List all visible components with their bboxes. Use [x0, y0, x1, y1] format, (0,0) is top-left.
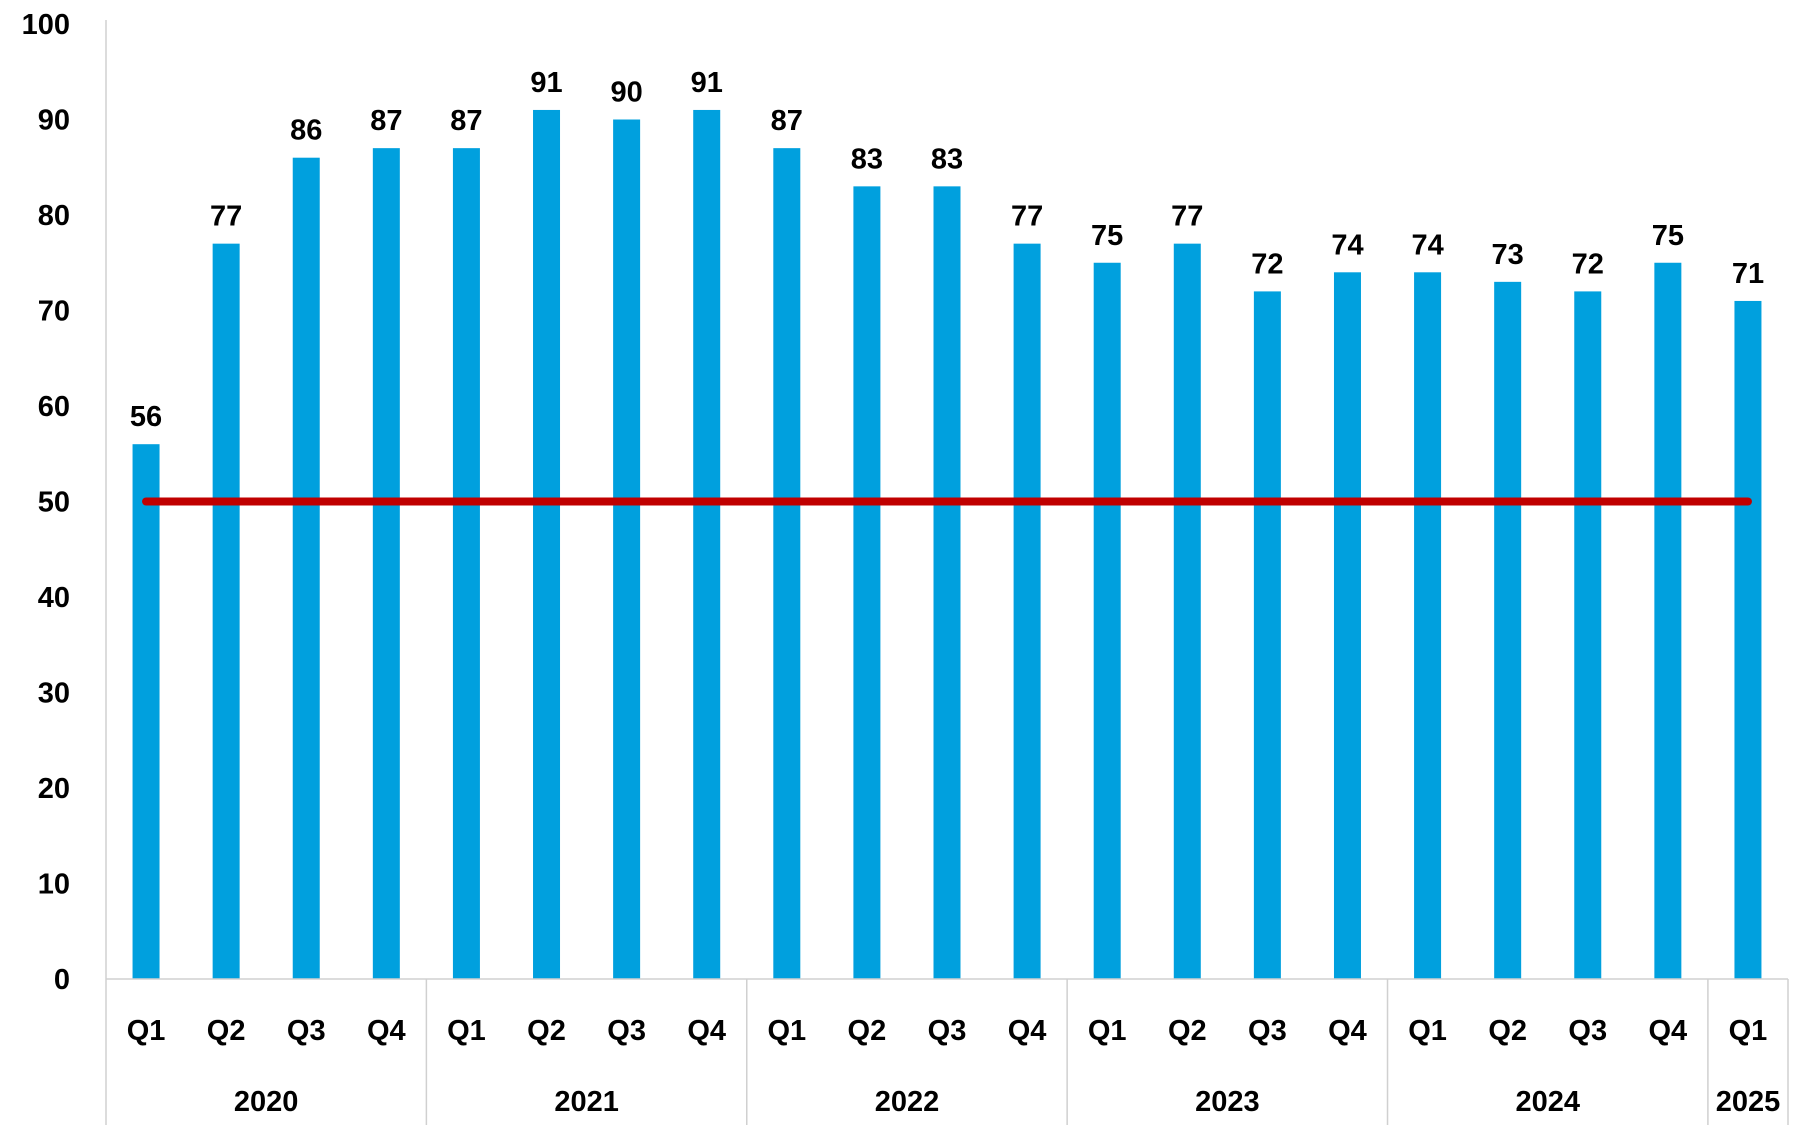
y-tick-label: 80 — [38, 200, 70, 232]
x-tick-label: Q1 — [127, 1015, 166, 1047]
x-tick-label: Q1 — [1408, 1015, 1447, 1047]
x-tick-label: Q4 — [367, 1015, 406, 1047]
bar — [1414, 272, 1442, 979]
x-tick-label: Q3 — [1248, 1015, 1287, 1047]
x-tick-label: Q3 — [607, 1015, 646, 1047]
x-tick-label: Q2 — [527, 1015, 566, 1047]
data-label: 73 — [1492, 239, 1524, 271]
y-tick-label: 10 — [38, 869, 70, 901]
bar — [292, 157, 320, 979]
x-group-label: 2022 — [875, 1086, 940, 1118]
bar — [1333, 272, 1361, 979]
x-tick-label: Q1 — [1088, 1015, 1127, 1047]
data-label: 75 — [1652, 220, 1684, 252]
data-label: 77 — [1171, 201, 1203, 233]
bar — [693, 109, 721, 979]
x-tick-label: Q4 — [1328, 1015, 1367, 1047]
bar — [1654, 262, 1682, 979]
bar — [853, 186, 881, 980]
x-group-label: 2024 — [1515, 1086, 1580, 1118]
data-label: 75 — [1091, 220, 1123, 252]
bar — [132, 444, 160, 979]
data-label: 87 — [450, 105, 482, 137]
x-group-label: 2020 — [234, 1086, 299, 1118]
bar — [533, 109, 561, 979]
bar — [933, 186, 961, 980]
y-axis: 0 10 20 30 40 50 60 70 80 90 100 — [22, 9, 107, 996]
bar — [452, 148, 480, 979]
bar — [1734, 300, 1762, 979]
data-label: 91 — [691, 67, 723, 99]
x-tick-label: Q1 — [767, 1015, 806, 1047]
bar — [1574, 291, 1602, 979]
y-tick-label: 50 — [38, 487, 70, 519]
y-tick-label: 100 — [22, 9, 70, 41]
x-tick-label: Q2 — [1488, 1015, 1527, 1047]
data-label: 72 — [1251, 248, 1283, 280]
bar — [613, 119, 641, 979]
y-tick-label: 70 — [38, 296, 70, 328]
x-tick-label: Q3 — [287, 1015, 326, 1047]
data-label: 74 — [1331, 229, 1363, 261]
x-group-label: 2021 — [554, 1086, 619, 1118]
x-tick-label: Q4 — [1008, 1015, 1047, 1047]
bar — [1494, 281, 1522, 980]
data-label: 72 — [1572, 248, 1604, 280]
x-tick-label: Q2 — [848, 1015, 887, 1047]
data-label: 90 — [610, 77, 642, 109]
data-label: 71 — [1732, 258, 1764, 290]
bar-series — [132, 109, 1762, 980]
data-label: 87 — [370, 105, 402, 137]
bar — [773, 148, 801, 979]
y-tick-label: 60 — [38, 391, 70, 423]
data-labels: 56 77 86 87 87 91 90 91 87 83 83 77 75 77 72 74 74 73 72 75… — [130, 67, 1764, 433]
y-tick-label: 40 — [38, 582, 70, 614]
y-tick-label: 0 — [54, 964, 70, 996]
x-tick-label: Q1 — [447, 1015, 486, 1047]
data-label: 77 — [1011, 201, 1043, 233]
data-label: 77 — [210, 201, 242, 233]
x-tick-label: Q2 — [207, 1015, 246, 1047]
x-group-label: 2023 — [1195, 1086, 1260, 1118]
x-tick-label: Q4 — [1649, 1015, 1688, 1047]
bar — [212, 243, 240, 979]
x-tick-label: Q3 — [928, 1015, 967, 1047]
bar — [1253, 291, 1281, 979]
data-label: 56 — [130, 401, 162, 433]
data-label: 83 — [931, 143, 963, 175]
x-tick-label: Q4 — [687, 1015, 726, 1047]
bar — [372, 148, 400, 979]
y-tick-label: 30 — [38, 678, 70, 710]
y-tick-label: 90 — [38, 105, 70, 137]
data-label: 91 — [530, 67, 562, 99]
bar — [1173, 243, 1201, 979]
data-label: 87 — [771, 105, 803, 137]
x-group-label: 2025 — [1716, 1086, 1781, 1118]
bar — [1093, 262, 1121, 979]
y-tick-label: 20 — [38, 773, 70, 805]
x-tick-label: Q1 — [1729, 1015, 1768, 1047]
data-label: 74 — [1411, 229, 1443, 261]
bar — [1013, 243, 1041, 979]
data-label: 86 — [290, 115, 322, 147]
data-label: 83 — [851, 143, 883, 175]
x-axis: Q1 Q2 Q3 Q4 Q1 Q2 Q3 Q4 Q1 Q2 Q3 Q4 Q1 Q2 Q3 Q4 Q1 Q2 Q3 Q4… — [105, 978, 1789, 1125]
x-tick-label: Q3 — [1568, 1015, 1607, 1047]
x-tick-label: Q2 — [1168, 1015, 1207, 1047]
